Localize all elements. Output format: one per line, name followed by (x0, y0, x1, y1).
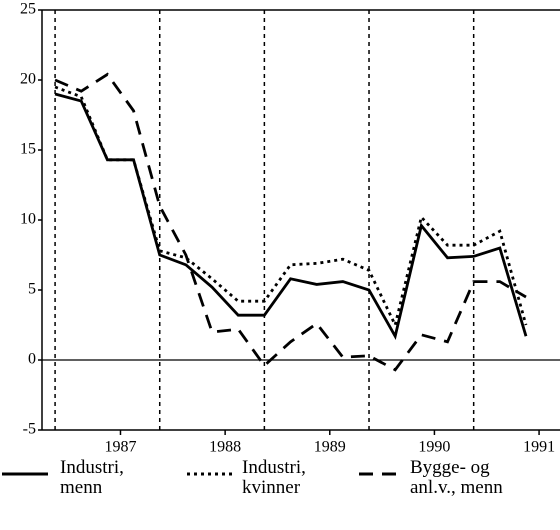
y-tick-label: 25 (20, 1, 36, 18)
y-tick-label: 20 (20, 71, 36, 88)
series-line (54, 92, 528, 340)
y-tick-label: 10 (20, 211, 36, 228)
y-tick-label: 0 (28, 351, 36, 368)
legend-swatch (187, 472, 233, 476)
series-line (54, 72, 527, 372)
legend-swatch (359, 472, 405, 476)
y-tick-label: 5 (28, 281, 36, 298)
x-tick-label: 1991 (523, 439, 555, 455)
x-tick-label: 1987 (104, 439, 136, 455)
x-tick-label: 1988 (209, 439, 241, 455)
legend-label: Industri, kvinner (242, 457, 306, 498)
legend: Industri, menn Industri, kvinner Bygge- og… (0, 458, 560, 530)
legend-label: Bygge- og anl.v., menn (410, 457, 503, 498)
legend-swatch (2, 472, 48, 476)
series-line (54, 85, 528, 330)
chart: -5 0 5 10 15 20 25 1987 1988 1989 1990 1991 (20, 1, 560, 456)
legend-label: Industri, menn (60, 457, 124, 498)
x-tick-label: 1989 (314, 439, 346, 455)
y-tick-label: -5 (23, 421, 36, 438)
x-tick-label: 1990 (418, 439, 450, 455)
y-tick-label: 15 (20, 141, 36, 158)
